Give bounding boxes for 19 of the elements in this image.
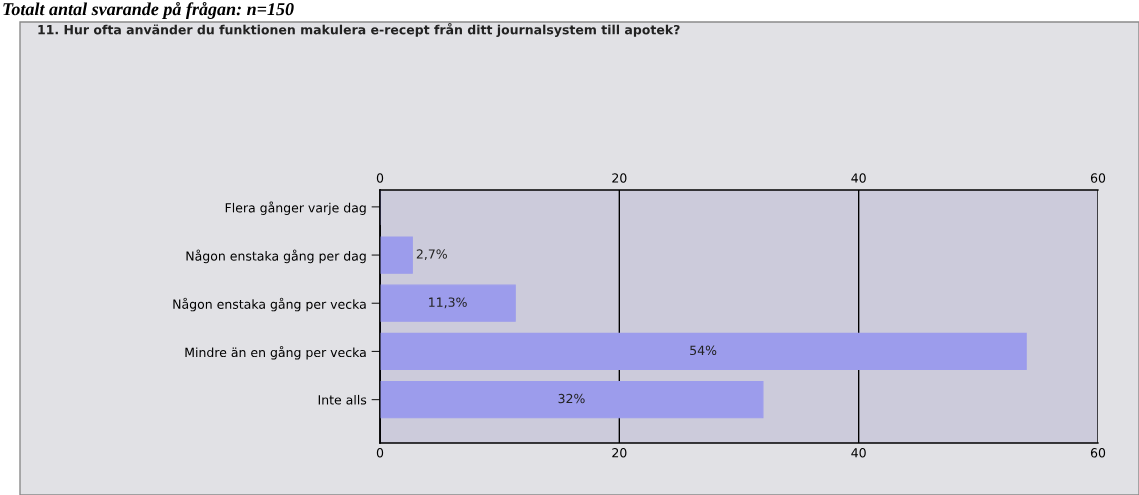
data-label: 2,7%	[416, 249, 447, 260]
x-tick-label: 60	[1090, 173, 1106, 183]
x-tick-label: 40	[851, 173, 866, 183]
chart-title: 11. Hur ofta använder du funktionen makulera e-recept från ditt journalsystem till apotek?	[38, 23, 680, 37]
y-tick-label: Inte alls	[318, 394, 367, 405]
x2-tick-label: 40	[851, 448, 866, 458]
data-label: 32%	[558, 393, 585, 404]
x2-tick-label: 60	[1090, 448, 1106, 458]
y-tick-label: Flera gånger varje dag	[225, 201, 366, 215]
data-label: 11,3%	[429, 297, 467, 309]
y-tick-label: Någon enstaka gång per dag	[186, 249, 366, 264]
y-tick-label: Någon enstaka gång per vecka	[173, 297, 366, 312]
x2-tick-label: 20	[612, 448, 627, 458]
text: Totalt antal svarande på frågan: n=150	[3, 2, 294, 19]
x-tick-label: 0	[376, 173, 384, 183]
data-label: 54%	[690, 345, 717, 356]
y-tick-label: Mindre än en gång per vecka	[185, 345, 366, 360]
x-tick-label: 20	[612, 173, 627, 183]
x2-tick-label: 0	[376, 448, 384, 458]
